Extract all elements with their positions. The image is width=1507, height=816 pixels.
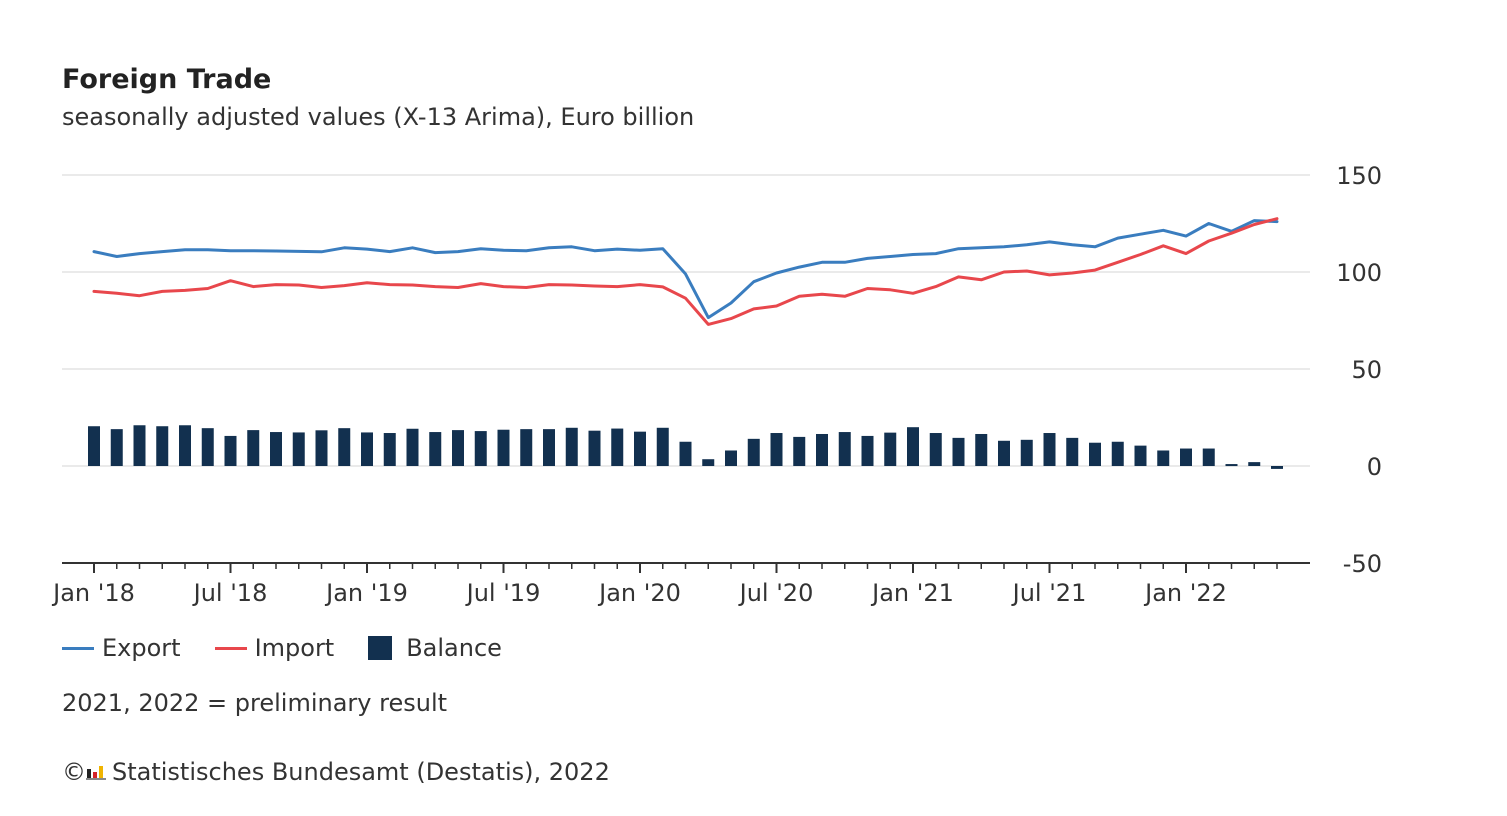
x-tick-label: Jul '18 — [192, 579, 268, 607]
balance-bar-2020-06 — [747, 438, 760, 466]
balance-bar-2018-05 — [179, 425, 191, 466]
balance-bar-2018-10 — [292, 432, 305, 466]
balance-bar-2019-10 — [565, 427, 578, 466]
balance-bar-2018-02 — [110, 429, 123, 466]
balance-bar-2019-03 — [406, 428, 419, 466]
legend-label-export: Export — [102, 634, 181, 662]
x-tick-label: Jan '22 — [1143, 579, 1227, 607]
legend: Export Import Balance — [62, 634, 536, 662]
balance-bar-2019-04 — [429, 432, 442, 466]
y-tick-label-100: 100 — [1336, 259, 1382, 287]
balance-bar-2022-04 — [1248, 462, 1261, 466]
x-tick-label: Jan '19 — [324, 579, 408, 607]
balance-bar-2018-09 — [270, 432, 282, 466]
balance-bar-2019-12 — [611, 428, 624, 466]
x-axis: Jan '18 Jul '18 Jan '19 Jul '19 Jan '20 Jul '… — [51, 562, 1310, 607]
y-tick-label-150: 150 — [1336, 162, 1382, 190]
balance-bar-2022-01 — [1180, 448, 1192, 466]
series-line-import — [92, 217, 1279, 326]
balance-bar-2019-11 — [588, 430, 601, 466]
balance-bar-2021-09 — [1089, 442, 1101, 466]
legend-label-balance: Balance — [406, 634, 502, 662]
legend-item-balance[interactable]: Balance — [368, 634, 502, 662]
destatis-logo-icon — [86, 763, 108, 781]
balance-bar-2021-04 — [975, 433, 988, 466]
balance-bar-2020-04 — [702, 459, 715, 466]
grid-lines — [62, 174, 1310, 467]
balance-bar-2021-03 — [952, 437, 965, 466]
balance-bar-2018-07 — [224, 435, 237, 466]
balance-bar-2019-08 — [520, 429, 533, 466]
balance-bar-2021-05 — [998, 440, 1010, 466]
y-tick-label--50: -50 — [1343, 550, 1382, 578]
balance-bar-2021-08 — [1066, 437, 1079, 466]
balance-bar-2018-04 — [156, 426, 169, 466]
balance-bar-2019-09 — [543, 429, 555, 466]
balance-bar-2019-01 — [361, 432, 373, 466]
copyright-symbol: © — [62, 758, 86, 786]
legend-swatch-import — [214, 646, 247, 650]
balance-bar-2020-01 — [634, 431, 646, 466]
balance-bar-2020-02 — [656, 427, 669, 466]
footnote: 2021, 2022 = preliminary result — [62, 689, 448, 717]
balance-bar-2021-06 — [1020, 439, 1033, 466]
balance-bar-2020-05 — [725, 450, 737, 466]
chart-subtitle: seasonally adjusted values (X-13 Arima),… — [62, 103, 695, 131]
balance-bar-2021-12 — [1157, 450, 1170, 466]
balance-bar-2022-03 — [1225, 464, 1238, 467]
balance-bars — [88, 425, 1283, 469]
x-tick-label: Jan '21 — [870, 579, 954, 607]
y-axis-tick-labels: 150 100 50 0 -50 — [1336, 162, 1382, 578]
x-tick-label: Jul '20 — [738, 579, 814, 607]
legend-item-export[interactable]: Export — [62, 634, 181, 662]
legend-label-import: Import — [254, 634, 335, 662]
source-text: Statistisches Bundesamt (Destatis), 2022 — [112, 758, 610, 786]
y-tick-label-50: 50 — [1351, 356, 1382, 384]
chart-title: Foreign Trade — [62, 64, 272, 95]
balance-bar-2020-03 — [679, 441, 692, 466]
legend-item-import[interactable]: Import — [214, 634, 335, 662]
balance-bar-2021-10 — [1111, 441, 1124, 466]
x-tick-label: Jul '21 — [1011, 579, 1087, 607]
balance-bar-2021-01 — [907, 427, 919, 466]
balance-bar-2018-08 — [247, 430, 260, 466]
balance-bar-2021-02 — [929, 433, 942, 466]
chart-area: 150 100 50 0 -50 Jan '18 Jul '18 Jan '19 Jul '1… — [51, 162, 1382, 607]
balance-bar-2022-05 — [1271, 466, 1283, 469]
balance-bar-2019-05 — [452, 430, 464, 466]
balance-bar-2020-12 — [884, 432, 897, 466]
balance-bar-2018-06 — [201, 428, 214, 466]
balance-bar-2020-10 — [838, 432, 851, 466]
x-tick-label: Jan '18 — [51, 579, 135, 607]
balance-bar-2018-03 — [133, 425, 146, 466]
balance-bar-2020-09 — [816, 433, 828, 466]
balance-bar-2019-02 — [383, 433, 396, 466]
balance-bar-2018-12 — [338, 428, 351, 466]
balance-bar-2018-11 — [315, 430, 328, 466]
y-tick-label-0: 0 — [1367, 453, 1382, 481]
x-tick-label: Jul '19 — [465, 579, 541, 607]
balance-bar-2020-11 — [861, 435, 874, 466]
balance-bar-2020-08 — [793, 436, 806, 466]
x-tick-label: Jan '20 — [597, 579, 681, 607]
balance-bar-2018-01 — [88, 426, 100, 466]
balance-bar-2021-07 — [1043, 433, 1056, 466]
legend-swatch-balance — [368, 636, 393, 660]
balance-bar-2020-07 — [770, 433, 783, 466]
balance-bar-2022-02 — [1202, 448, 1215, 466]
legend-swatch-export — [62, 646, 94, 650]
series-line-export — [92, 219, 1279, 320]
source-credit: © Statistisches Bundesamt (Destatis), 20… — [62, 758, 610, 786]
balance-bar-2019-07 — [497, 429, 510, 466]
balance-bar-2019-06 — [474, 431, 487, 466]
balance-bar-2021-11 — [1134, 445, 1147, 466]
trade-lines — [92, 217, 1279, 326]
